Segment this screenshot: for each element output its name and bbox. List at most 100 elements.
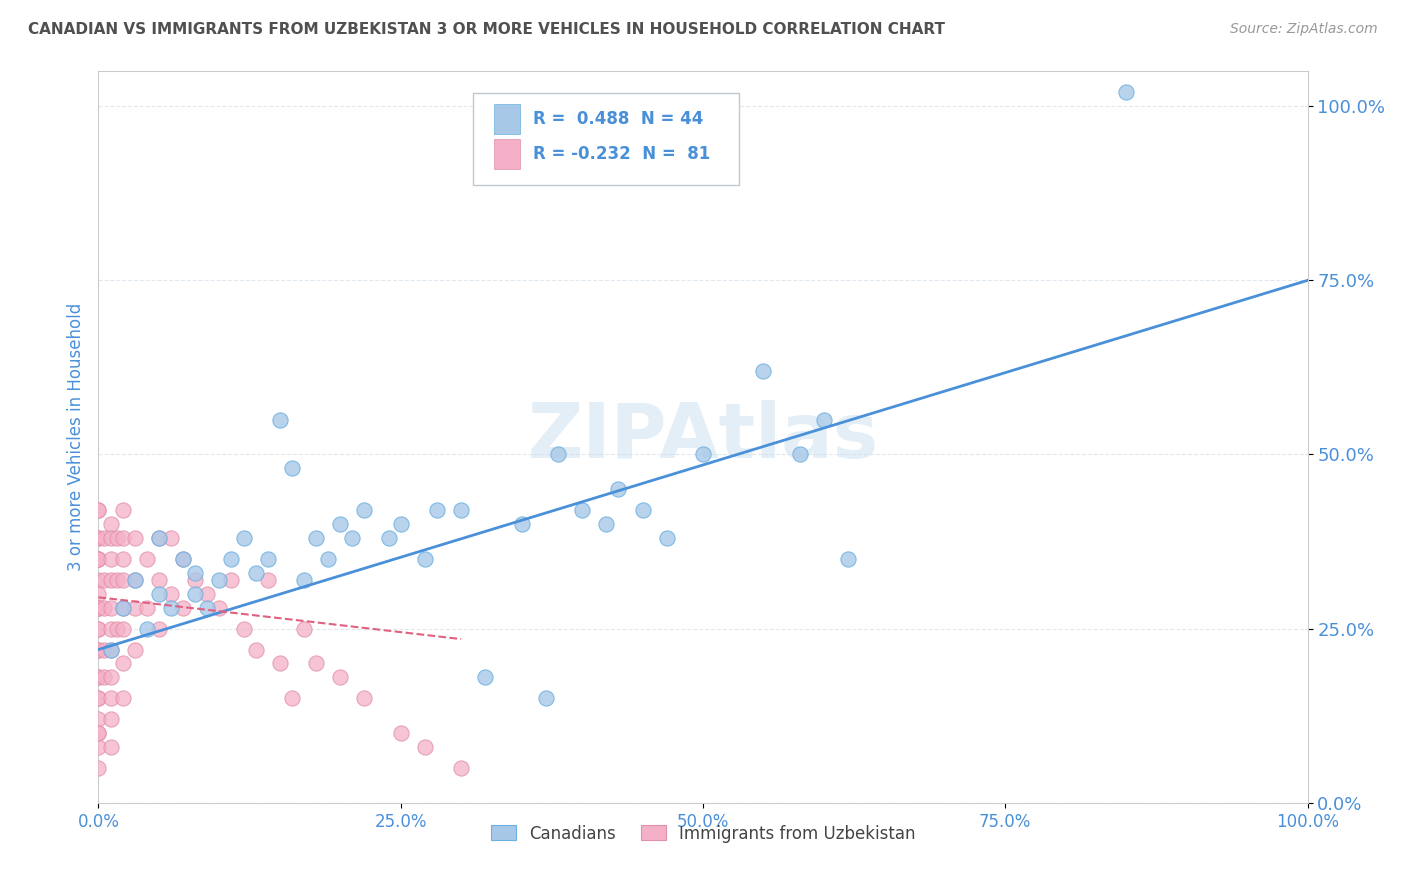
Point (93, 642, 115, 657)
Point (87, 531, 110, 545)
Point (329, 670, 352, 684)
Point (111, 531, 134, 545)
Point (692, 448, 714, 462)
Point (353, 503, 375, 517)
Point (87, 740, 110, 755)
Point (87, 691, 110, 706)
Point (256, 573, 278, 587)
Point (111, 552, 134, 566)
Point (547, 448, 569, 462)
Point (87, 552, 110, 566)
Point (111, 622, 134, 636)
Point (148, 573, 170, 587)
Point (571, 503, 593, 517)
Point (232, 622, 254, 636)
Point (100, 531, 122, 545)
Point (160, 600, 183, 615)
Point (160, 587, 183, 601)
Point (172, 552, 194, 566)
Point (281, 461, 304, 475)
Point (426, 503, 449, 517)
Text: Source: ZipAtlas.com: Source: ZipAtlas.com (1230, 22, 1378, 37)
Point (450, 503, 472, 517)
Point (292, 573, 315, 587)
Point (232, 531, 254, 545)
Point (87, 600, 110, 615)
Point (245, 642, 267, 657)
Point (100, 573, 122, 587)
Point (148, 531, 170, 545)
Point (87, 691, 110, 706)
Point (87, 726, 110, 740)
Point (184, 573, 207, 587)
Point (208, 573, 231, 587)
Point (100, 691, 122, 706)
Point (221, 573, 243, 587)
Point (87, 503, 110, 517)
Point (160, 531, 183, 545)
Point (329, 517, 352, 532)
Point (789, 448, 811, 462)
Point (111, 503, 134, 517)
Point (100, 600, 122, 615)
Point (124, 600, 146, 615)
Point (124, 531, 146, 545)
Point (100, 517, 122, 532)
Point (87, 670, 110, 684)
Point (148, 622, 170, 636)
Point (510, 517, 533, 532)
Point (389, 517, 412, 532)
Point (87, 573, 110, 587)
Point (87, 642, 110, 657)
FancyBboxPatch shape (474, 94, 740, 185)
Text: R =  0.488  N = 44: R = 0.488 N = 44 (533, 110, 703, 128)
Text: R = -0.232  N =  81: R = -0.232 N = 81 (533, 145, 710, 163)
Point (474, 670, 496, 684)
Point (256, 552, 278, 566)
Point (450, 761, 472, 775)
Point (87, 670, 110, 684)
Point (342, 531, 364, 545)
Point (184, 566, 207, 580)
Point (111, 600, 134, 615)
Point (135, 552, 157, 566)
Y-axis label: 3 or more Vehicles in Household: 3 or more Vehicles in Household (66, 303, 84, 571)
Point (124, 573, 146, 587)
Point (813, 412, 835, 426)
Point (269, 657, 291, 671)
Point (148, 531, 170, 545)
Point (105, 531, 128, 545)
Point (100, 740, 122, 755)
Point (93, 600, 115, 615)
Legend: Canadians, Immigrants from Uzbekistan: Canadians, Immigrants from Uzbekistan (484, 818, 922, 849)
Point (281, 691, 304, 706)
Point (111, 657, 134, 671)
Point (607, 483, 630, 497)
Point (124, 573, 146, 587)
Point (172, 552, 194, 566)
Point (93, 531, 115, 545)
Point (172, 600, 194, 615)
Point (87, 622, 110, 636)
Point (245, 566, 267, 580)
Bar (494, 138, 520, 169)
Point (87, 600, 110, 615)
Point (305, 657, 328, 671)
Point (184, 587, 207, 601)
Point (93, 670, 115, 684)
Point (87, 503, 110, 517)
Point (655, 531, 678, 545)
Point (100, 642, 122, 657)
Point (124, 642, 146, 657)
Point (1115, 85, 1137, 99)
Point (105, 622, 128, 636)
Point (135, 622, 157, 636)
Point (534, 691, 557, 706)
Point (100, 670, 122, 684)
Point (100, 642, 122, 657)
Point (135, 600, 157, 615)
Point (87, 552, 110, 566)
Point (413, 552, 436, 566)
Point (353, 691, 375, 706)
Point (208, 600, 231, 615)
